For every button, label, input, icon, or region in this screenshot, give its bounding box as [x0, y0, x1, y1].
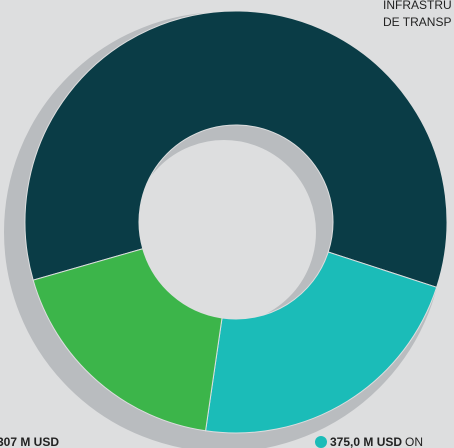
value-label: 307 M USD — [0, 435, 59, 448]
annotation: DE TRANSP — [383, 15, 451, 29]
annotation: INFRASTRU — [383, 0, 452, 12]
legend-dot — [315, 436, 327, 448]
annotation: ON — [405, 435, 423, 448]
value-label: 375,0 M USD — [330, 435, 402, 448]
slice — [24, 10, 448, 288]
slice — [32, 248, 223, 432]
slice — [205, 251, 438, 434]
